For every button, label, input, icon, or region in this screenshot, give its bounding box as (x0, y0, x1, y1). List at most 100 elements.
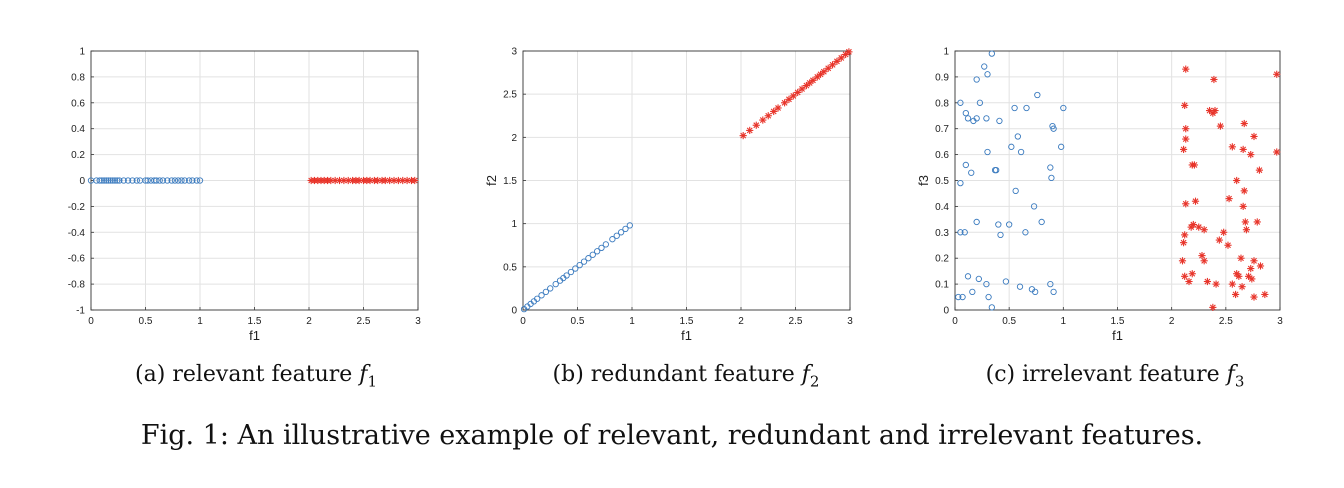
star-stroke (340, 177, 347, 184)
data-point-circle (1008, 143, 1015, 150)
star-stroke (1213, 281, 1220, 288)
data-point-star (1182, 65, 1190, 73)
data-point-star (1200, 257, 1208, 265)
data-point-circle (1047, 164, 1054, 171)
data-point-star (403, 176, 411, 185)
star-stroke (1240, 146, 1247, 153)
star-stroke (386, 177, 393, 184)
data-point-star (1273, 148, 1281, 156)
data-point-circle (1016, 283, 1024, 290)
x-tick-label: 1.5 (1111, 316, 1125, 327)
y-tick-label: 1.5 (503, 176, 517, 187)
star-stroke (794, 89, 801, 96)
star-stroke (1229, 143, 1236, 150)
star-stroke (1182, 200, 1189, 207)
star-stroke (1217, 123, 1224, 130)
x-tick-label: 1 (197, 316, 203, 327)
data-point-star (759, 116, 767, 124)
data-point-star (1185, 277, 1193, 286)
x-tick-label: 3 (1277, 316, 1283, 327)
star-stroke (1243, 226, 1250, 233)
data-point-circle (107, 177, 114, 184)
star-stroke (781, 99, 788, 106)
y-tick-label: 0 (943, 306, 949, 317)
x-tick-label: 2 (306, 316, 312, 327)
data-point-circle (572, 265, 579, 272)
data-point-circle (534, 295, 541, 302)
data-point-circle (1048, 174, 1055, 182)
x-tick-label: 0.5 (1002, 316, 1016, 327)
star-stroke (356, 177, 363, 184)
data-point-star (833, 57, 841, 65)
star-stroke (833, 58, 840, 65)
y-axis-label: f3 (916, 175, 931, 186)
star-stroke (1181, 273, 1188, 280)
star-stroke (404, 177, 411, 184)
data-point-circle (1038, 218, 1045, 226)
data-point-star (374, 176, 382, 185)
data-point-star (1256, 262, 1265, 270)
data-point-circle (973, 115, 980, 122)
data-point-star (399, 176, 407, 185)
star-stroke (799, 86, 805, 92)
data-point-circle (957, 99, 964, 106)
star-stroke (1247, 265, 1254, 272)
star-stroke (391, 177, 397, 184)
caption-text: relevant feature (172, 362, 353, 387)
x-tick-label: 0 (88, 316, 94, 327)
data-point-circle (976, 99, 984, 106)
y-tick-label: -0.6 (68, 254, 86, 265)
data-point-circle (1017, 148, 1025, 156)
figure-caption: Fig. 1: An illustrative example of relev… (140, 420, 1204, 451)
data-point-star (781, 99, 789, 107)
star-stroke (753, 122, 760, 129)
star-stroke (746, 127, 753, 134)
data-point-star (386, 176, 394, 185)
x-tick-label: 2.5 (357, 316, 371, 327)
y-tick-label: 0.4 (71, 124, 85, 135)
data-point-star (1210, 75, 1218, 84)
y-tick-label: 0.9 (935, 72, 949, 83)
star-stroke (1247, 151, 1254, 158)
data-point-star (785, 95, 793, 103)
data-point-circle (153, 177, 160, 184)
data-point-star (1220, 228, 1228, 236)
data-point-circle (156, 177, 163, 184)
star-stroke (1186, 278, 1192, 285)
caption-var: f (359, 362, 368, 387)
data-point-star (1238, 283, 1246, 291)
star-stroke (1189, 270, 1196, 277)
data-point-circle (962, 161, 969, 169)
star-stroke (1212, 107, 1218, 114)
star-stroke (1273, 149, 1280, 155)
data-point-star (837, 54, 845, 62)
star-stroke (1181, 102, 1188, 109)
data-point-circle (973, 218, 980, 226)
star-stroke (327, 177, 334, 184)
data-point-circle (109, 177, 116, 184)
data-point-circle (111, 177, 119, 184)
data-point-circle (1006, 221, 1013, 228)
data-point-circle (975, 275, 982, 283)
x-tick-label: 2 (1169, 316, 1175, 327)
data-point-star (1195, 223, 1203, 231)
star-stroke (775, 105, 781, 111)
y-tick-label: 0 (79, 176, 85, 187)
data-point-circle (981, 63, 988, 70)
data-point-star (327, 176, 335, 185)
star-stroke (1254, 219, 1261, 225)
caption-sub: 1 (367, 372, 377, 391)
data-point-star (1241, 218, 1249, 226)
star-stroke (1182, 125, 1189, 132)
data-point-circle (997, 231, 1004, 239)
data-point-star (1224, 241, 1232, 249)
caption-text: redundant feature (590, 362, 795, 387)
data-point-star (1231, 290, 1240, 299)
data-point-star (845, 48, 853, 56)
data-point-circle (983, 115, 990, 122)
series-circles (955, 50, 1067, 311)
data-point-circle (196, 177, 204, 184)
data-point-circle (563, 272, 570, 279)
star-stroke (1182, 136, 1189, 142)
x-tick-label: 2.5 (1219, 316, 1233, 327)
